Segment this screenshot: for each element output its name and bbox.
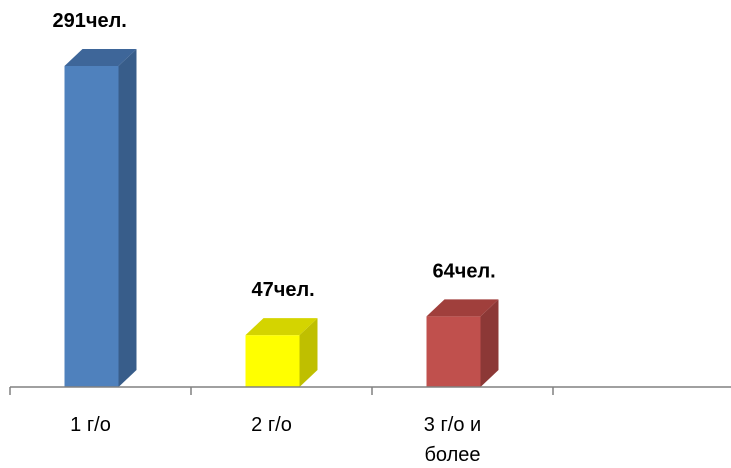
category-label: 3 г/о и более [424, 414, 481, 466]
bar-top [245, 318, 318, 336]
bar-top [64, 49, 137, 66]
x-axis-ticks [9, 387, 554, 395]
category-labels-group: 1 г/о 2 г/о 3 г/о и более [70, 414, 481, 466]
data-label: 291чел. [53, 10, 127, 32]
bar-side [480, 299, 499, 387]
data-label: 47чел. [252, 279, 315, 301]
bar-side [299, 318, 318, 387]
category-label: 2 г/о [251, 414, 292, 436]
bars-group [64, 49, 499, 387]
bar [245, 335, 300, 387]
data-label: 64чел. [433, 260, 496, 282]
bar [64, 66, 119, 387]
data-labels-group: 291чел. 47чел. 64чел. [53, 10, 496, 301]
bar-side [118, 49, 137, 387]
category-label: 1 г/о [70, 414, 111, 436]
bar [426, 316, 481, 387]
bar-top [426, 299, 499, 317]
